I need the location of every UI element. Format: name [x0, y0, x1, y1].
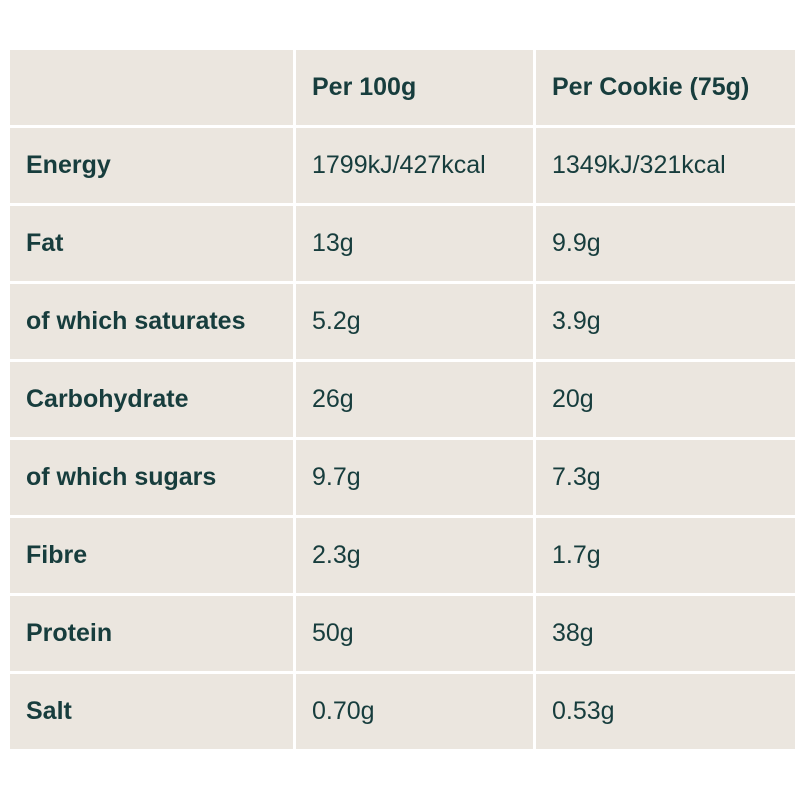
- header-per-100g: Per 100g: [296, 50, 533, 125]
- row-value-per-cookie: 9.9g: [536, 206, 795, 281]
- row-value-per-cookie: 1.7g: [536, 518, 795, 593]
- table-row: Energy 1799kJ/427kcal 1349kJ/321kcal: [10, 128, 795, 203]
- row-label: Energy: [10, 128, 293, 203]
- nutrition-table: Per 100g Per Cookie (75g) Energy 1799kJ/…: [7, 47, 798, 752]
- row-label: Protein: [10, 596, 293, 671]
- row-label: Carbohydrate: [10, 362, 293, 437]
- row-value-per-100g: 50g: [296, 596, 533, 671]
- row-label: Salt: [10, 674, 293, 749]
- row-value-per-100g: 1799kJ/427kcal: [296, 128, 533, 203]
- row-value-per-100g: 13g: [296, 206, 533, 281]
- row-value-per-100g: 0.70g: [296, 674, 533, 749]
- row-value-per-100g: 2.3g: [296, 518, 533, 593]
- row-label: Fat: [10, 206, 293, 281]
- nutrition-table-container: Per 100g Per Cookie (75g) Energy 1799kJ/…: [7, 47, 795, 749]
- table-row: Fat 13g 9.9g: [10, 206, 795, 281]
- row-value-per-100g: 26g: [296, 362, 533, 437]
- table-row: Salt 0.70g 0.53g: [10, 674, 795, 749]
- table-header-row: Per 100g Per Cookie (75g): [10, 50, 795, 125]
- row-value-per-cookie: 7.3g: [536, 440, 795, 515]
- header-per-cookie: Per Cookie (75g): [536, 50, 795, 125]
- row-label: of which sugars: [10, 440, 293, 515]
- table-row: of which saturates 5.2g 3.9g: [10, 284, 795, 359]
- table-row: of which sugars 9.7g 7.3g: [10, 440, 795, 515]
- table-row: Carbohydrate 26g 20g: [10, 362, 795, 437]
- row-value-per-cookie: 38g: [536, 596, 795, 671]
- row-value-per-100g: 5.2g: [296, 284, 533, 359]
- row-value-per-100g: 9.7g: [296, 440, 533, 515]
- table-row: Protein 50g 38g: [10, 596, 795, 671]
- row-value-per-cookie: 0.53g: [536, 674, 795, 749]
- row-label: of which saturates: [10, 284, 293, 359]
- row-label: Fibre: [10, 518, 293, 593]
- header-corner-cell: [10, 50, 293, 125]
- row-value-per-cookie: 3.9g: [536, 284, 795, 359]
- row-value-per-cookie: 20g: [536, 362, 795, 437]
- row-value-per-cookie: 1349kJ/321kcal: [536, 128, 795, 203]
- table-row: Fibre 2.3g 1.7g: [10, 518, 795, 593]
